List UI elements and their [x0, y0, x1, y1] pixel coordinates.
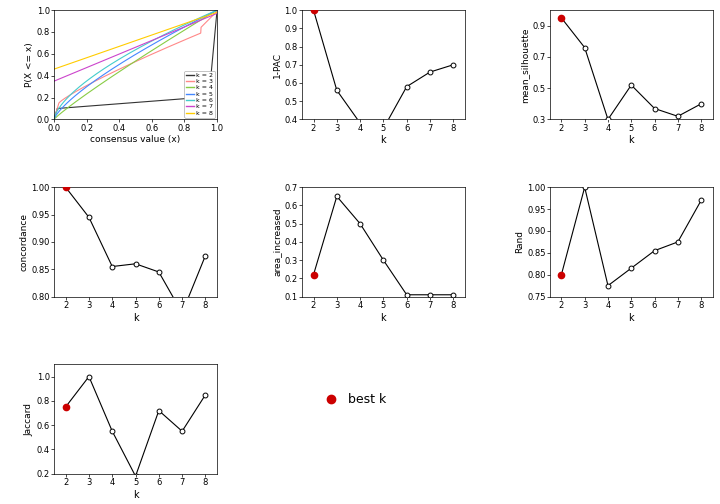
X-axis label: k: k [132, 490, 138, 499]
Y-axis label: mean_silhouette: mean_silhouette [521, 27, 529, 102]
Y-axis label: P(X <= x): P(X <= x) [24, 42, 34, 87]
X-axis label: k: k [381, 136, 386, 145]
Text: best k: best k [348, 393, 386, 406]
X-axis label: k: k [381, 312, 386, 323]
X-axis label: consensus value (x): consensus value (x) [91, 136, 181, 144]
Legend: k = 2, k = 3, k = 4, k = 5, k = 6, k = 7, k = 8: k = 2, k = 3, k = 4, k = 5, k = 6, k = 7… [184, 71, 215, 117]
Y-axis label: area_increased: area_increased [273, 208, 282, 276]
Y-axis label: 1-PAC: 1-PAC [273, 52, 282, 78]
Y-axis label: concordance: concordance [19, 213, 29, 271]
X-axis label: k: k [132, 312, 138, 323]
X-axis label: k: k [629, 312, 634, 323]
Y-axis label: Jaccard: Jaccard [24, 403, 34, 435]
X-axis label: k: k [629, 136, 634, 145]
Y-axis label: Rand: Rand [516, 230, 524, 254]
